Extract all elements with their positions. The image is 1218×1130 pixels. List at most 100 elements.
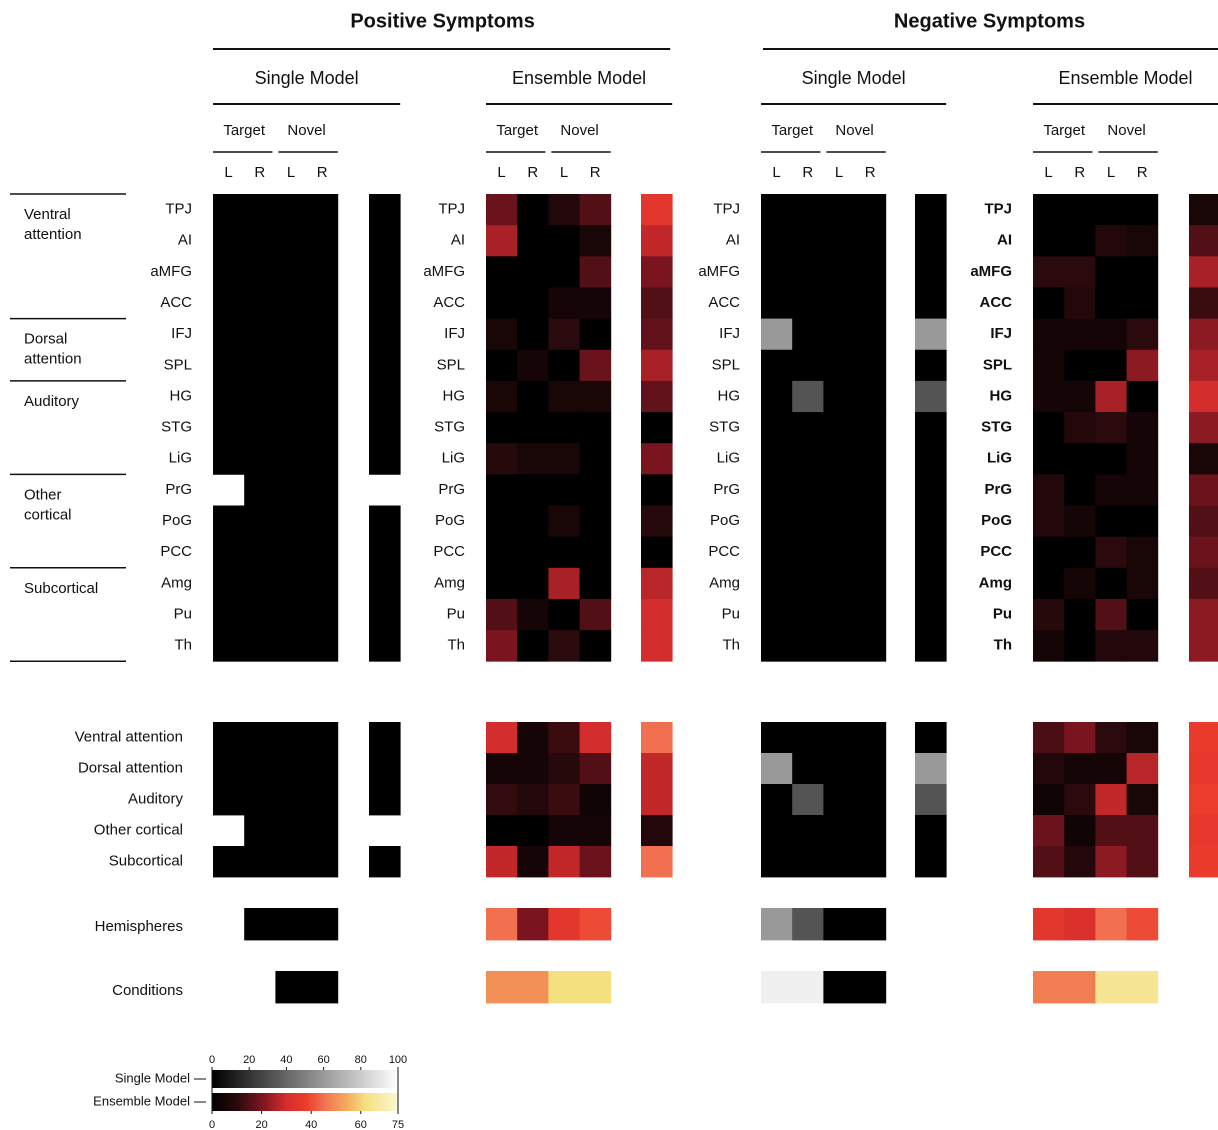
heat-cell [761, 256, 793, 288]
heat-cell [244, 505, 276, 538]
region-label: HG [443, 387, 466, 404]
heat-cell [1033, 536, 1065, 569]
region-label: AI [726, 232, 740, 249]
heat-cell [1033, 784, 1065, 816]
colorbar-label: Single Model [115, 1070, 190, 1085]
heat-cell [306, 443, 339, 475]
heat-cell [761, 598, 793, 631]
heat-cell [792, 753, 824, 785]
heat-cell [761, 412, 793, 444]
heat-cell [1033, 846, 1065, 878]
heat-cell [244, 443, 276, 475]
heat-cell [306, 846, 339, 878]
heat-cell [579, 567, 612, 600]
heat-cell [915, 630, 947, 662]
heat-cell [1189, 380, 1218, 413]
region-label: PoG [710, 512, 740, 529]
heat-cell [1064, 784, 1096, 816]
heat-cell [1095, 971, 1159, 1004]
heat-cell [1189, 630, 1218, 662]
heat-cell [1064, 194, 1096, 226]
heat-cell [213, 443, 245, 475]
region-label: AI [997, 232, 1012, 249]
heat-cell [517, 630, 549, 662]
heat-cell [1064, 349, 1096, 382]
heat-cell [275, 846, 307, 878]
heat-cell [915, 536, 947, 569]
heat-cell [275, 194, 307, 226]
heat-cell [1095, 908, 1127, 941]
heat-cell [579, 349, 612, 382]
region-label: Pu [447, 605, 465, 622]
heat-cell [486, 287, 518, 319]
heat-cell [244, 380, 276, 413]
heat-cell [1064, 598, 1096, 631]
model-title: Single Model [255, 68, 359, 88]
heat-cell [1033, 225, 1065, 257]
heat-cell [275, 256, 307, 288]
heat-cell [486, 815, 518, 847]
colorbar-label: Ensemble Model [93, 1093, 190, 1108]
heat-cell [854, 256, 887, 288]
heat-cell [517, 846, 549, 878]
heat-cell [548, 474, 580, 506]
heat-cell [1189, 536, 1218, 569]
heat-cell [275, 630, 307, 662]
heat-cell [792, 380, 824, 413]
region-label: LiG [717, 450, 740, 467]
heat-cell [1126, 722, 1159, 754]
heat-cell [854, 380, 887, 413]
heat-cell [244, 815, 276, 847]
condition-header: Target [223, 122, 266, 139]
heat-cell [306, 753, 339, 785]
heat-cell [1033, 722, 1065, 754]
heat-cell [306, 256, 339, 288]
heat-cell [1064, 722, 1096, 754]
heat-cell [854, 722, 887, 754]
heat-cell [823, 412, 855, 444]
heat-cell [548, 412, 580, 444]
region-label: STG [434, 419, 465, 436]
heat-cell [915, 287, 947, 319]
heat-cell [369, 225, 401, 257]
heat-cell [306, 630, 339, 662]
heat-cell [761, 349, 793, 382]
heat-cell [486, 567, 518, 600]
heat-cell [854, 846, 887, 878]
region-label: Pu [993, 605, 1012, 622]
heat-cell [548, 225, 580, 257]
heat-cell [1126, 815, 1159, 847]
heat-cell [641, 412, 673, 444]
region-label: Amg [709, 574, 740, 591]
heat-cell [369, 598, 401, 631]
heat-cell [1189, 194, 1218, 226]
region-label: PrG [165, 481, 192, 498]
heat-cell [1126, 630, 1159, 662]
heat-cell [1095, 505, 1127, 538]
heat-cell [1126, 784, 1159, 816]
heat-cell [641, 349, 673, 382]
heat-cell [517, 318, 549, 351]
heat-cell [1189, 443, 1218, 475]
heat-cell [1095, 630, 1127, 662]
heat-cell [275, 815, 307, 847]
region-group-label: Ventral attention [24, 206, 82, 243]
region-group-label: Dorsal attention [24, 331, 82, 368]
region-label: LiG [987, 450, 1012, 467]
heat-cell [548, 536, 580, 569]
heat-cell [1126, 536, 1159, 569]
heat-cell [1126, 567, 1159, 600]
hemisphere-header: R [317, 164, 328, 181]
hemisphere-header: R [590, 164, 601, 181]
heat-cell [548, 256, 580, 288]
heat-cell [517, 443, 549, 475]
heat-cell [517, 194, 549, 226]
heat-cell [369, 536, 401, 569]
heat-cell [641, 194, 673, 226]
heat-cell [792, 815, 824, 847]
heat-cell [1064, 443, 1096, 475]
heat-cell [1095, 318, 1127, 351]
heat-cell [517, 722, 549, 754]
heat-cell [1095, 753, 1127, 785]
heat-cell [213, 722, 245, 754]
